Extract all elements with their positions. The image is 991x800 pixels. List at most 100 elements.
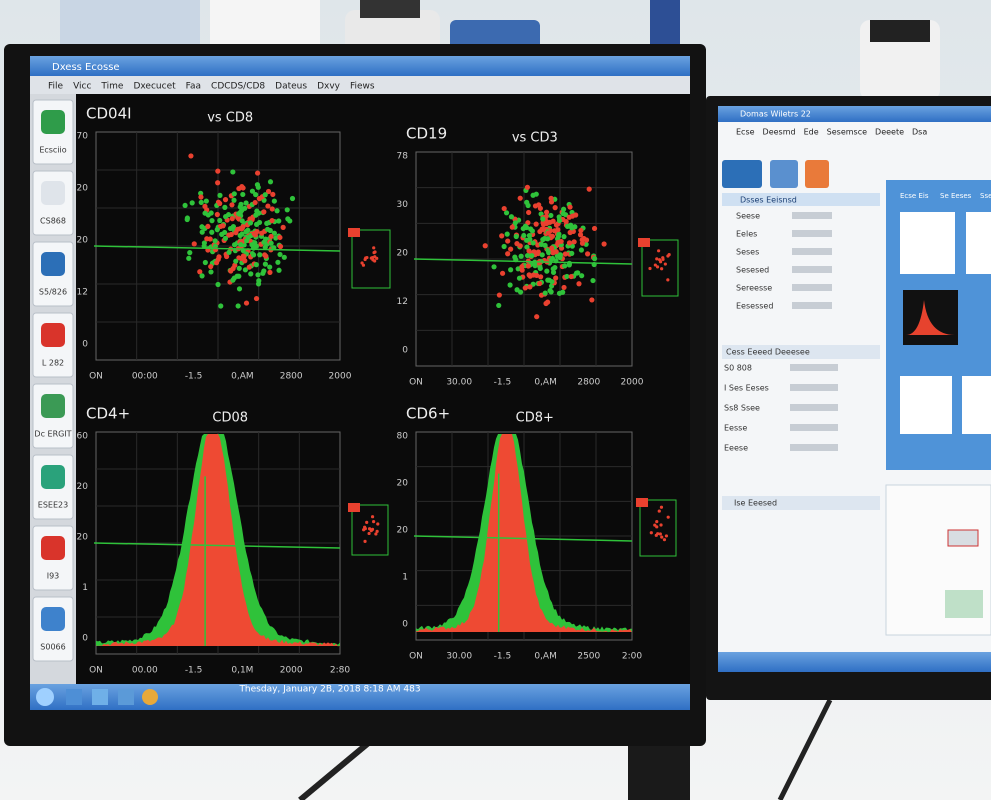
x-tick-label: 2:00 bbox=[622, 652, 642, 662]
menu-item[interactable]: Dateus bbox=[275, 82, 307, 92]
event-dot bbox=[208, 269, 214, 275]
event-dot bbox=[254, 208, 260, 214]
event-dot bbox=[578, 227, 584, 234]
menu-item[interactable]: Vicc bbox=[73, 82, 91, 92]
event-dot bbox=[255, 184, 261, 190]
diagram-node bbox=[947, 529, 979, 547]
menu-item[interactable]: CDCDS/CD8 bbox=[211, 82, 265, 92]
event-dot bbox=[561, 206, 567, 212]
event-dot bbox=[252, 240, 258, 246]
event-dot bbox=[508, 214, 515, 220]
tree-row[interactable]: Eeles bbox=[736, 230, 757, 239]
threshold-line bbox=[413, 535, 633, 542]
taskbar-icon[interactable] bbox=[66, 689, 82, 705]
section-row: S0 808 bbox=[724, 364, 752, 373]
event-dot bbox=[235, 303, 241, 309]
tree-row[interactable]: Sesesed bbox=[736, 266, 769, 275]
event-dot bbox=[217, 217, 223, 224]
x-tick-label: 00:00 bbox=[132, 372, 158, 382]
window-title: Domas Wiletrs 22 bbox=[740, 110, 811, 119]
event-dot bbox=[285, 216, 291, 222]
y-tick-label: 20 bbox=[77, 482, 89, 492]
tree-row[interactable]: Seese bbox=[736, 212, 760, 221]
gate-dot bbox=[653, 523, 657, 527]
panel-header-text: Dsses Eeisnsd bbox=[740, 196, 797, 205]
event-dot bbox=[529, 253, 535, 259]
plot-tab[interactable]: Ecse Eis bbox=[900, 192, 929, 200]
event-dot bbox=[521, 232, 527, 239]
plot-tab[interactable]: Sse bbox=[980, 192, 991, 200]
event-dot bbox=[277, 243, 284, 250]
gate-dot bbox=[657, 509, 661, 513]
gate[interactable] bbox=[351, 229, 391, 289]
taskbar-icon[interactable] bbox=[92, 689, 108, 705]
event-dot bbox=[269, 217, 275, 224]
menu-item[interactable]: Ecse bbox=[736, 128, 755, 137]
toolbar-icon[interactable] bbox=[805, 160, 829, 188]
gate-label bbox=[348, 228, 360, 237]
gate[interactable] bbox=[639, 499, 677, 557]
taskbar-icon[interactable] bbox=[142, 689, 158, 705]
event-dot bbox=[539, 252, 545, 258]
menu-item[interactable]: Deeete bbox=[875, 128, 904, 137]
menu-item[interactable]: Faa bbox=[186, 82, 201, 92]
event-dot bbox=[601, 241, 607, 247]
menu-item[interactable]: Dxecucet bbox=[133, 82, 176, 92]
event-dot bbox=[561, 284, 567, 291]
gate-dot bbox=[375, 529, 379, 533]
panel-header bbox=[722, 193, 880, 206]
event-dot bbox=[491, 264, 497, 270]
event-dot bbox=[233, 258, 239, 264]
start-button[interactable] bbox=[36, 688, 54, 706]
menu-item[interactable]: Dxvy bbox=[317, 82, 341, 92]
event-dot bbox=[191, 241, 197, 247]
event-dot bbox=[267, 264, 273, 270]
plot-title: CD04I bbox=[86, 105, 132, 123]
gate[interactable] bbox=[641, 239, 679, 297]
event-dot bbox=[564, 273, 570, 280]
toolbar-icon[interactable] bbox=[722, 160, 762, 188]
menu-item[interactable]: Ede bbox=[804, 128, 819, 137]
event-dot bbox=[242, 258, 248, 264]
event-dot bbox=[280, 224, 286, 230]
event-dot bbox=[585, 251, 591, 257]
menu-item[interactable]: Sesemsce bbox=[827, 128, 867, 137]
section-header bbox=[722, 345, 880, 359]
event-dot bbox=[217, 192, 223, 198]
tree-row[interactable]: Eesessed bbox=[736, 302, 773, 311]
gate-dot bbox=[657, 249, 661, 253]
sidebar-label: S5/826 bbox=[39, 288, 67, 297]
event-dot bbox=[209, 218, 215, 224]
tree-row[interactable]: Sereesse bbox=[736, 284, 772, 293]
event-dot bbox=[262, 244, 268, 250]
gate[interactable] bbox=[351, 504, 389, 556]
event-dot bbox=[534, 314, 540, 320]
toolbar-icon[interactable] bbox=[770, 160, 798, 188]
event-dot bbox=[289, 195, 296, 202]
event-dot bbox=[548, 199, 555, 205]
event-dot bbox=[524, 244, 530, 250]
event-dot bbox=[198, 194, 204, 200]
cable bbox=[777, 698, 833, 800]
plot-tab[interactable]: Se Eeses bbox=[940, 192, 972, 200]
menu-item[interactable]: Dsa bbox=[912, 128, 927, 137]
menu-item[interactable]: Fiews bbox=[350, 82, 375, 92]
event-dot bbox=[275, 259, 281, 265]
sidebar-icon bbox=[41, 110, 65, 134]
tree-row[interactable]: Seses bbox=[736, 248, 759, 257]
event-dot bbox=[243, 300, 250, 306]
event-dot bbox=[186, 255, 192, 261]
event-dot bbox=[274, 208, 280, 214]
plot-title: CD6+ bbox=[406, 405, 450, 423]
taskbar-icon[interactable] bbox=[118, 689, 134, 705]
bottom-header: Ise Eeesed bbox=[734, 499, 777, 508]
menu-item[interactable]: Time bbox=[100, 82, 123, 92]
menu-item[interactable]: File bbox=[48, 82, 64, 92]
section-row: Ss8 Ssee bbox=[724, 404, 760, 413]
title-bar bbox=[30, 56, 690, 76]
menu-item[interactable]: Deesmd bbox=[763, 128, 796, 137]
plot-title: CD4+ bbox=[86, 405, 130, 423]
event-dot bbox=[556, 290, 563, 296]
event-dot bbox=[253, 192, 259, 198]
event-dot bbox=[530, 240, 536, 246]
